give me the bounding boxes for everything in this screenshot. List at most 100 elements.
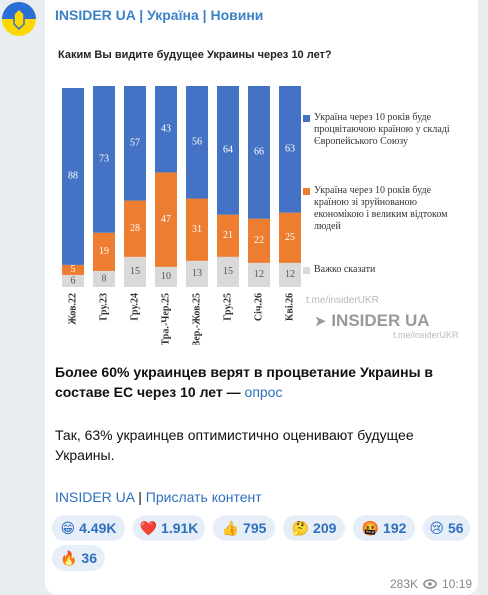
eye-icon [423,579,437,589]
bar-segment [248,86,270,219]
link[interactable]: INSIDER UA [55,489,135,505]
reaction[interactable]: 🤔 209 [283,515,345,541]
chart-title: Каким Вы видите будущее Украины через 10… [58,49,332,61]
headline-link[interactable]: опрос [244,384,283,400]
bar-segment [124,86,146,201]
reaction-emoji: 🤔 [291,519,310,536]
data-label: 12 [254,269,264,280]
bar-segment [248,262,270,287]
bar-segment [248,218,270,263]
bar-segment [186,86,208,199]
bar-segment [279,262,301,287]
reaction-count: 36 [81,550,97,566]
bar-segment [93,270,115,287]
reaction[interactable]: ❤️ 1.91K [133,515,205,541]
data-label: 19 [99,246,109,257]
x-tick-label: Гру.24 [129,293,140,321]
bar-segment [279,212,301,263]
reaction[interactable]: 😁 4.49K [52,515,125,541]
reaction-count: 1.91K [161,520,199,536]
bar-segment [186,260,208,287]
bar-segment [62,264,84,275]
data-label: 31 [192,224,202,235]
watermark-top: t.me/insiderUKR [306,295,379,306]
legend-swatch [303,115,310,122]
x-tick-label: Січ.26 [253,293,264,321]
data-label: 28 [130,223,140,234]
reaction-emoji: 😁 [60,519,76,536]
reaction-count: 192 [383,520,407,536]
plane-icon: ➤ [314,313,327,330]
reaction[interactable]: 😢 56 [423,515,470,541]
body-text: Так, 63% украинцев оптимистично оцениваю… [55,427,414,463]
bar-segment [62,274,84,287]
watermark-logo: ➤ INSIDER UA [314,311,430,331]
bar-segment [279,86,301,213]
legend-label: Україна через 10 років буде країною зі з… [314,185,448,232]
bar-segment [186,198,208,261]
link[interactable]: Прислать контент [145,489,262,505]
data-label: 13 [192,268,202,279]
links: INSIDER UA | Прислать контент [55,487,470,507]
channel-avatar[interactable] [2,2,36,36]
reaction-count: 795 [243,520,267,536]
bar-segment [155,266,177,287]
bar-segment [217,86,239,215]
reaction[interactable]: 🔥 36 [52,545,105,571]
bar-segment [93,86,115,233]
bar-segment [124,256,146,287]
reaction[interactable]: 🤬 192 [353,515,415,541]
data-label: 22 [254,235,264,246]
reaction-emoji: 👍 [221,519,240,536]
separator: | [138,489,142,505]
channel-name[interactable]: INSIDER UA | Україна | Новини [55,7,264,23]
data-label: 8 [102,273,107,284]
data-label: 15 [130,266,140,277]
bar-segment [124,200,146,257]
x-tick-label: Жов.22 [67,293,78,325]
data-label: 5 [71,264,76,275]
reaction-count: 209 [313,520,337,536]
views: 283K [390,577,419,591]
x-tick-label: Гру.23 [98,293,109,321]
footer: 283K 10:19 [390,577,472,591]
bar-segment [62,88,84,265]
reaction-emoji: 🔥 [59,549,78,566]
data-label: 63 [285,144,295,155]
reaction-count: 56 [448,520,464,536]
data-label: 56 [192,137,202,148]
x-tick-label: Гру.25 [222,293,233,321]
legend-label: Важко сказати [314,264,376,275]
reaction[interactable]: 👍 795 [213,515,275,541]
bar-segment [155,86,177,173]
reaction-emoji: 🤬 [361,519,380,536]
chart-image: Каким Вы видите будущее Украины через 10… [48,33,470,345]
headline-text: Более 60% украинцев верят в процветание … [55,364,434,400]
legend-label: Україна через 10 років буде процвітаючою… [314,112,450,147]
data-label: 10 [161,271,171,282]
data-label: 6 [71,275,76,286]
reaction-emoji: ❤️ [139,519,158,536]
data-label: 15 [223,266,233,277]
time: 10:19 [442,577,473,591]
data-label: 57 [130,138,140,149]
x-tick-label: Вер.-Жов.25 [191,293,202,345]
bar-segment [217,256,239,287]
data-label: 21 [223,230,233,241]
data-label: 43 [161,124,171,135]
data-label: 25 [285,232,295,243]
reaction-emoji: 😢 [429,519,445,536]
bar-segment [155,172,177,267]
data-label: 12 [285,269,295,280]
watermark-link: t.me/insiderUKR [393,330,459,340]
reaction-count: 4.49K [79,520,117,536]
data-label: 47 [161,214,171,225]
data-label: 66 [254,147,264,158]
legend-swatch [303,267,310,274]
legend-swatch [303,188,310,195]
data-label: 88 [68,171,78,182]
logo-text: INSIDER UA [331,311,430,330]
bar-segment [217,214,239,257]
bar-segment [93,232,115,271]
